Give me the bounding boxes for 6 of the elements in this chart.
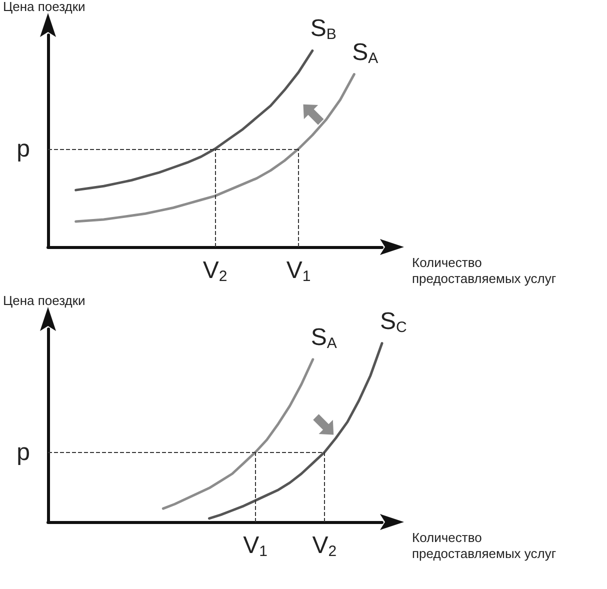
x-axis-title: Количество предоставляемых услуг bbox=[412, 255, 558, 287]
ref-line-label: p bbox=[16, 135, 30, 162]
y-axis-title: Цена поездки bbox=[3, 293, 86, 308]
y-axis-title: Цена поездки bbox=[3, 0, 86, 14]
x-axis-title: Количество предоставляемых услуг bbox=[412, 530, 558, 562]
ref-line-label: p bbox=[16, 438, 30, 466]
